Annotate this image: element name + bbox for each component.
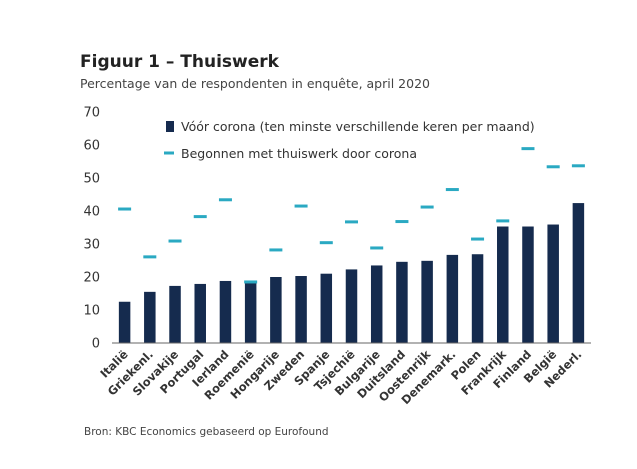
marker: [445, 188, 459, 192]
marker: [521, 147, 535, 151]
bar: [194, 283, 206, 343]
marker: [294, 204, 308, 208]
marker: [143, 255, 157, 259]
bar-series: [118, 203, 585, 343]
y-tick-label: 0: [92, 337, 100, 352]
bar: [396, 261, 408, 343]
y-tick-label: 50: [83, 172, 100, 187]
marker: [218, 198, 232, 202]
chart-title: Figuur 1 – Thuiswerk: [80, 52, 279, 72]
marker: [571, 164, 585, 168]
legend: Vóór corona (ten minste verschillende ke…: [164, 119, 535, 161]
bar: [244, 282, 257, 343]
marker: [496, 219, 510, 223]
marker: [395, 220, 409, 224]
y-tick-label: 40: [83, 205, 100, 220]
bar: [421, 260, 433, 343]
x-axis: ItaliëGriekenl.SlovakijePortugalIerlandR…: [97, 342, 591, 407]
bar: [219, 280, 232, 343]
bar: [144, 291, 156, 343]
bar: [497, 226, 509, 343]
y-tick-label: 70: [83, 106, 100, 121]
legend-bar-swatch: [166, 121, 174, 132]
y-axis: 0 10 20 30 40 50 60 70: [83, 106, 100, 352]
marker: [546, 165, 560, 169]
bar: [572, 203, 585, 343]
marker: [168, 239, 182, 243]
bar: [471, 254, 484, 343]
marker: [370, 246, 384, 250]
marker: [345, 220, 358, 224]
bar: [295, 276, 307, 343]
marker: [118, 207, 132, 211]
bar: [446, 254, 459, 343]
marker: [319, 241, 333, 245]
legend-marker-swatch: [164, 151, 174, 155]
bar: [169, 285, 181, 343]
chart-subtitle: Percentage van de respondenten in enquêt…: [80, 76, 430, 91]
bar: [320, 273, 333, 343]
legend-label-bar: Vóór corona (ten minste verschillende ke…: [181, 119, 535, 134]
legend-label-marker: Begonnen met thuiswerk door corona: [181, 146, 417, 161]
bar: [118, 301, 131, 343]
marker: [471, 237, 485, 241]
marker: [420, 205, 434, 209]
y-tick-label: 30: [83, 238, 100, 253]
y-tick-label: 10: [83, 304, 100, 319]
marker-series: [118, 147, 585, 284]
bar: [345, 269, 358, 343]
bar: [547, 224, 559, 343]
marker: [244, 280, 258, 284]
bar: [522, 226, 534, 343]
y-tick-label: 60: [83, 139, 100, 154]
source-note: Bron: KBC Economics gebaseerd op Eurofou…: [84, 426, 329, 438]
marker: [269, 248, 283, 252]
y-tick-label: 20: [83, 271, 100, 286]
bar: [270, 277, 282, 343]
bar: [370, 265, 383, 343]
marker: [193, 215, 207, 219]
